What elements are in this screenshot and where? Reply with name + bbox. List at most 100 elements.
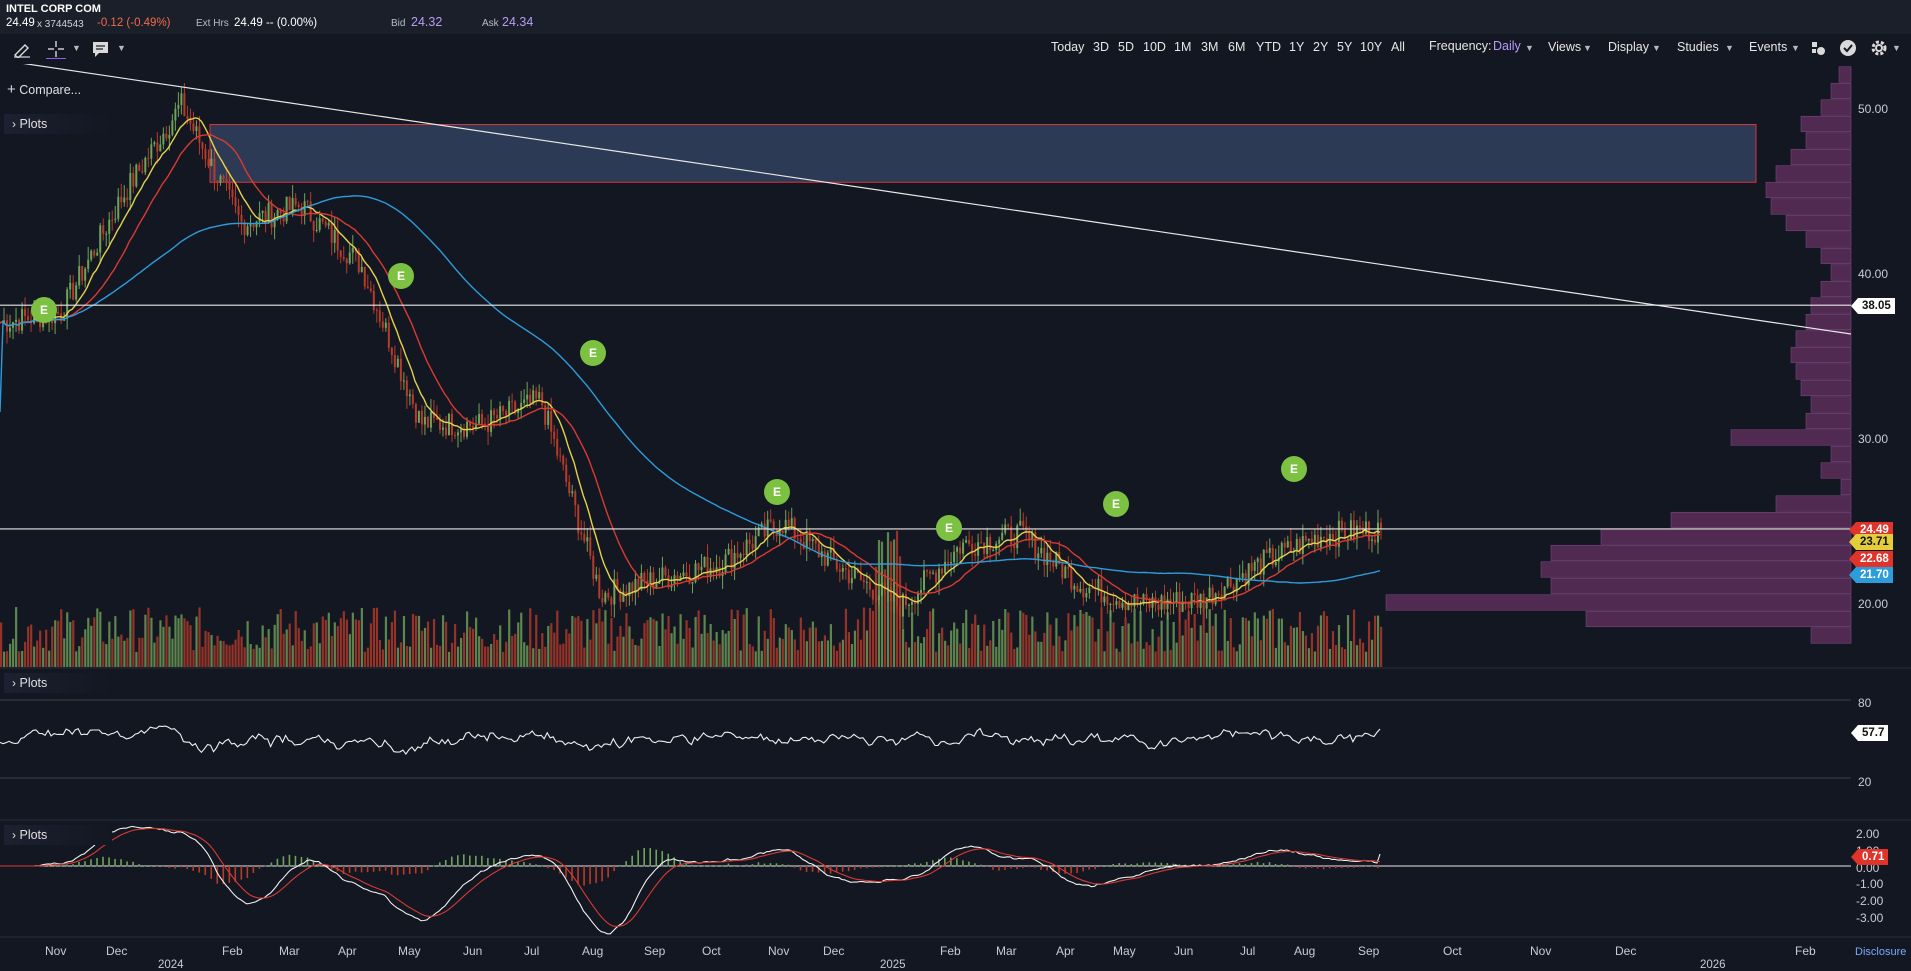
- plots-toggle-rsi[interactable]: › Plots: [4, 673, 112, 693]
- studies-chevron-down-icon[interactable]: ▼: [1725, 43, 1734, 53]
- volume-profile-bar: [1830, 445, 1852, 463]
- check-circle-icon[interactable]: [1839, 39, 1857, 57]
- volume-bar: [814, 627, 817, 667]
- macd-histogram-bar: [252, 866, 255, 873]
- range-today[interactable]: Today: [1051, 40, 1085, 54]
- display-chevron-down-icon[interactable]: ▼: [1652, 43, 1661, 53]
- volume-bar: [39, 630, 42, 667]
- range-3d[interactable]: 3D: [1093, 40, 1109, 54]
- range-1m[interactable]: 1M: [1174, 40, 1192, 54]
- settings-chevron-down-icon[interactable]: ▼: [1892, 43, 1901, 53]
- volume-bar: [429, 647, 433, 667]
- volume-bar: [171, 638, 174, 667]
- volume-bar: [297, 628, 300, 667]
- candle-body: [291, 198, 294, 210]
- range-5y[interactable]: 5Y: [1337, 40, 1353, 54]
- candle-body: [589, 537, 592, 556]
- candle-body: [1028, 531, 1031, 539]
- events-chevron-down-icon[interactable]: ▼: [1791, 43, 1800, 53]
- alerts-icon[interactable]: [1810, 40, 1826, 56]
- earnings-marker[interactable]: E: [1103, 491, 1129, 517]
- range-10y[interactable]: 10Y: [1360, 40, 1383, 54]
- views-menu[interactable]: Views: [1548, 40, 1582, 54]
- candle-body: [1370, 539, 1373, 541]
- volume-bar: [120, 634, 123, 667]
- frequency-select[interactable]: Daily: [1493, 39, 1521, 53]
- range-ytd[interactable]: YTD: [1256, 40, 1281, 54]
- candle-body: [667, 575, 670, 588]
- rsi-line: [0, 725, 1381, 756]
- candle-body: [562, 455, 565, 465]
- volume-bar: [306, 649, 309, 667]
- volume-bar: [1235, 651, 1238, 667]
- candle-body: [652, 572, 655, 589]
- volume-bar: [604, 610, 607, 667]
- chart-canvas[interactable]: [0, 64, 1911, 970]
- volume-bar: [1376, 615, 1380, 667]
- range-6m[interactable]: 6M: [1228, 40, 1246, 54]
- range-10d[interactable]: 10D: [1143, 40, 1166, 54]
- earnings-marker[interactable]: E: [31, 297, 57, 323]
- macd-histogram-bar: [426, 866, 429, 871]
- volume-bar: [234, 639, 237, 667]
- compare-button[interactable]: + Compare...: [7, 81, 81, 98]
- macd-histogram-bar: [1118, 863, 1121, 867]
- events-menu[interactable]: Events: [1749, 40, 1788, 54]
- crosshair-chevron-down-icon[interactable]: ▼: [72, 43, 81, 53]
- volume-bar: [1262, 615, 1265, 667]
- views-chevron-down-icon[interactable]: ▼: [1583, 43, 1592, 53]
- range-1y[interactable]: 1Y: [1289, 40, 1305, 54]
- earnings-marker[interactable]: E: [936, 515, 962, 541]
- earnings-marker[interactable]: E: [764, 479, 790, 505]
- volume-bar: [1016, 647, 1019, 667]
- earnings-marker[interactable]: E: [1281, 456, 1307, 482]
- volume-bar: [505, 641, 508, 667]
- macd-histogram-bar: [938, 858, 940, 867]
- volume-bar: [1355, 645, 1359, 667]
- studies-menu[interactable]: Studies: [1677, 40, 1719, 54]
- settings-gear-icon[interactable]: [1870, 39, 1888, 57]
- candle-body: [1079, 588, 1082, 592]
- candle-body: [420, 410, 423, 425]
- candle-body: [318, 218, 321, 231]
- volume-bar: [345, 619, 348, 667]
- range-5d[interactable]: 5D: [1118, 40, 1134, 54]
- macd-histogram-bar: [481, 855, 483, 867]
- earnings-marker[interactable]: E: [580, 340, 606, 366]
- display-menu[interactable]: Display: [1608, 40, 1649, 54]
- year-label-2024: 2024: [158, 959, 184, 971]
- annotation-comment-icon[interactable]: [92, 41, 110, 57]
- candle-body: [147, 157, 150, 159]
- candle-body: [312, 221, 315, 231]
- range-all[interactable]: All: [1391, 40, 1405, 54]
- comment-chevron-down-icon[interactable]: ▼: [117, 43, 126, 53]
- volume-bar: [1025, 614, 1028, 667]
- volume-bar: [667, 616, 670, 667]
- volume-profile-bar: [1385, 594, 1852, 611]
- volume-bar: [736, 610, 739, 667]
- frequency-chevron-down-icon[interactable]: ▼: [1525, 43, 1534, 53]
- candle-body: [315, 230, 318, 232]
- candle-body: [529, 394, 532, 404]
- macd-histogram-bar: [1364, 865, 1367, 867]
- candle-body: [195, 126, 198, 131]
- volume-bar: [27, 626, 30, 667]
- candle-body: [865, 581, 868, 583]
- candle-body: [231, 189, 234, 198]
- volume-bar: [1208, 609, 1211, 667]
- macd-histogram-bar: [1142, 862, 1145, 867]
- range-2y[interactable]: 2Y: [1313, 40, 1329, 54]
- plots-toggle-macd[interactable]: › Plots: [4, 825, 112, 845]
- disclosure-link[interactable]: Disclosure: [1855, 946, 1907, 958]
- earnings-marker[interactable]: E: [388, 263, 414, 289]
- x-tick-sep-2: Sep: [1358, 944, 1380, 958]
- macd-histogram-bar: [384, 866, 387, 871]
- macd-histogram-bar: [1070, 866, 1072, 874]
- range-3m[interactable]: 3M: [1201, 40, 1219, 54]
- volume-bar: [159, 620, 162, 667]
- draw-pencil-icon[interactable]: [12, 40, 32, 58]
- crosshair-icon[interactable]: [46, 39, 66, 59]
- candle-body: [405, 380, 408, 397]
- plots-toggle-price[interactable]: › Plots: [4, 114, 112, 134]
- candle-body: [1046, 552, 1049, 566]
